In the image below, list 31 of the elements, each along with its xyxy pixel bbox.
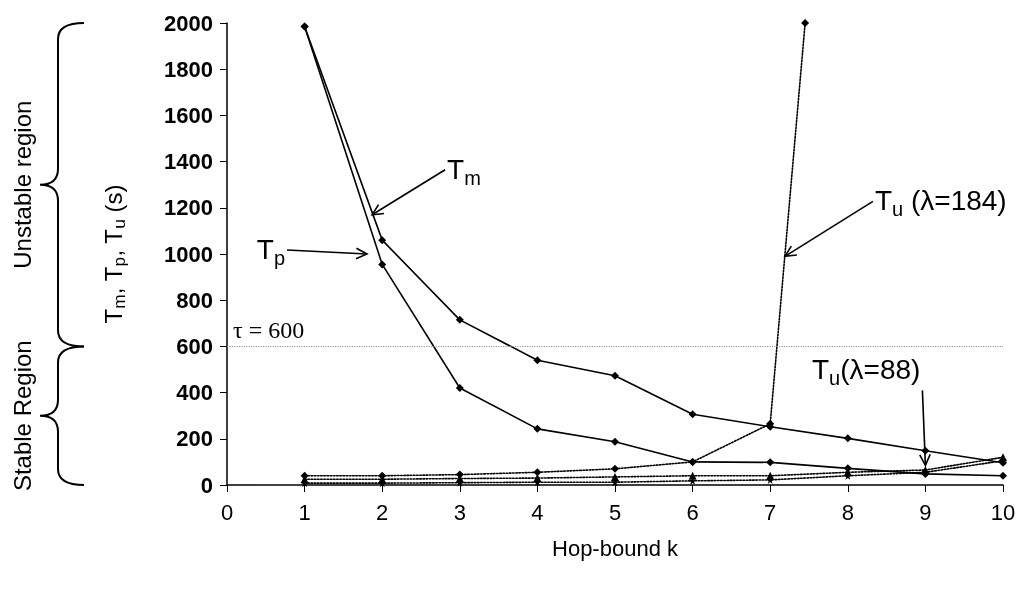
x-axis-title: Hop-bound k	[552, 535, 679, 561]
x-tick-label: 4	[531, 499, 544, 525]
y-tick-label: 400	[176, 380, 213, 406]
y-tick-label: 1200	[164, 195, 213, 221]
x-tick-label: 1	[298, 499, 311, 525]
annotation: T$_{m}$	[447, 153, 481, 189]
text: Unstable region	[8, 100, 36, 269]
x-tick-label: 9	[919, 499, 932, 525]
y-tick-label: 1600	[164, 102, 213, 128]
x-tick-label: 5	[608, 499, 622, 525]
ref-line-label: τ = 600	[233, 317, 305, 344]
annotation: T$_{u}$(λ=88)	[812, 354, 921, 390]
y-tick-label: 800	[176, 287, 213, 313]
annotation: T$_{u}$ (λ=184)	[874, 185, 1007, 221]
annotation: T$_{p}$	[256, 234, 285, 269]
x-tick-label: 10	[990, 499, 1016, 525]
text: Stable Region	[8, 340, 36, 492]
y-tick-label: 1400	[164, 149, 213, 175]
x-tick-label: 7	[764, 499, 777, 525]
y-tick-label: 0	[200, 472, 213, 498]
x-tick-label: 2	[376, 499, 389, 525]
y-tick-label: 1800	[164, 56, 213, 82]
x-tick-label: 0	[220, 499, 234, 525]
x-tick-label: 6	[686, 499, 699, 525]
y-tick-label: 200	[176, 426, 213, 452]
x-tick-label: 8	[841, 499, 854, 525]
y-tick-label: 2000	[164, 10, 213, 36]
y-axis-title: Tm, Tp, Tu (s)	[99, 184, 129, 324]
y-tick-label: 600	[176, 333, 213, 359]
y-tick-label: 1000	[164, 241, 213, 267]
x-tick-label: 3	[453, 499, 466, 525]
